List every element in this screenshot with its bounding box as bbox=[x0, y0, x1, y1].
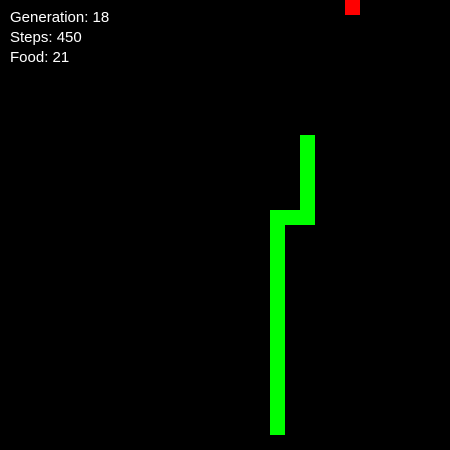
snake-segment bbox=[270, 255, 285, 270]
snake-segment bbox=[300, 180, 315, 195]
snake-segment bbox=[270, 375, 285, 390]
snake-segment bbox=[270, 405, 285, 420]
snake-segment bbox=[270, 285, 285, 300]
snake-segment bbox=[300, 150, 315, 165]
snake-segment bbox=[300, 210, 315, 225]
snake-segment bbox=[300, 165, 315, 180]
steps-counter: Steps: 450 bbox=[10, 29, 82, 46]
snake-segment bbox=[270, 270, 285, 285]
snake-segment bbox=[270, 360, 285, 375]
snake-segment bbox=[285, 210, 300, 225]
snake-segment bbox=[270, 345, 285, 360]
snake-segment bbox=[270, 240, 285, 255]
food-counter: Food: 21 bbox=[10, 49, 70, 66]
snake-segment bbox=[270, 420, 285, 435]
snake-segment bbox=[270, 300, 285, 315]
snake-head bbox=[300, 135, 315, 150]
generation-counter: Generation: 18 bbox=[10, 9, 110, 26]
snake-segment bbox=[270, 390, 285, 405]
food-pellet bbox=[345, 0, 360, 15]
snake-segment bbox=[270, 210, 285, 225]
snake-segment bbox=[270, 315, 285, 330]
hud-stats: Generation: 18 Steps: 450 Food: 21 bbox=[10, 8, 109, 68]
snake-segment bbox=[270, 330, 285, 345]
snake-segment bbox=[300, 195, 315, 210]
snake-segment bbox=[270, 225, 285, 240]
